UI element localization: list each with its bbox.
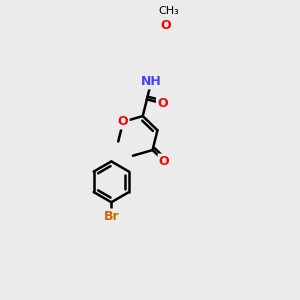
Text: O: O (157, 97, 168, 110)
Text: O: O (118, 115, 128, 128)
Text: O: O (160, 19, 170, 32)
Text: CH₃: CH₃ (158, 6, 179, 16)
Text: NH: NH (141, 75, 162, 88)
Text: O: O (159, 155, 170, 168)
Text: Br: Br (103, 210, 119, 223)
